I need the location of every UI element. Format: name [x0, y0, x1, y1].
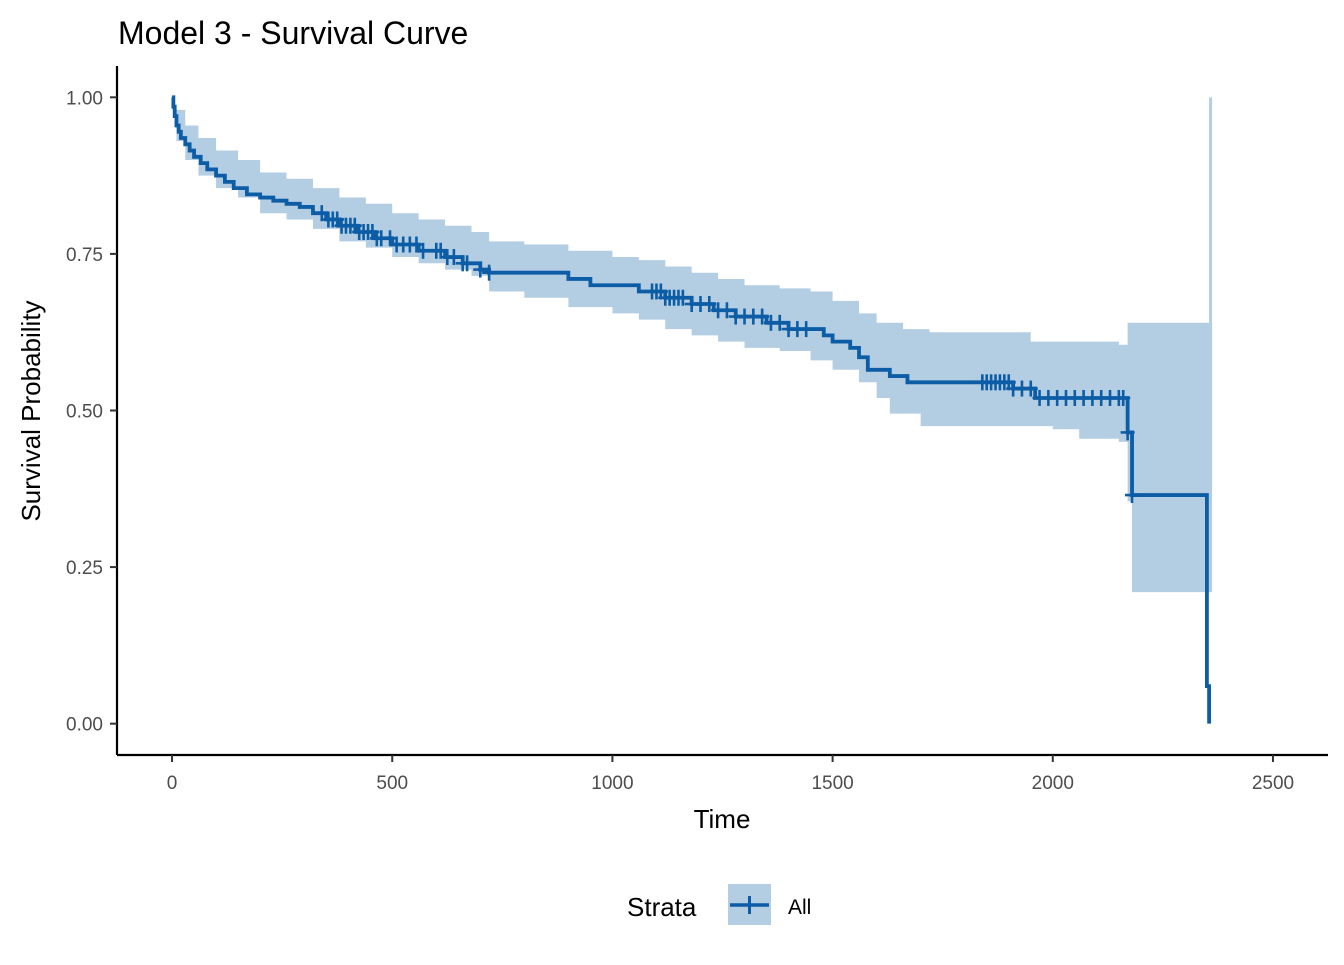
- censor-mark: [460, 255, 475, 272]
- x-tick-label: 2000: [1032, 773, 1074, 794]
- y-ticks: 0.00 0.25 0.50 0.75 1.00: [66, 88, 117, 736]
- censor-mark: [1116, 389, 1131, 406]
- y-tick-label: 1.00: [66, 88, 103, 109]
- legend-label-all: All: [788, 896, 811, 919]
- censor-mark: [772, 314, 787, 331]
- y-tick-label: 0.75: [66, 245, 103, 266]
- censor-mark: [1120, 424, 1135, 441]
- y-tick-label: 0.00: [66, 715, 103, 736]
- y-axis-title: Survival Probability: [16, 300, 46, 521]
- x-ticks: 0 500 1000 1500 2000 2500: [167, 755, 1294, 794]
- x-tick-label: 0: [167, 773, 178, 794]
- censor-mark: [446, 249, 461, 266]
- y-tick-label: 0.25: [66, 558, 103, 579]
- censor-mark: [482, 264, 497, 281]
- censor-mark: [719, 302, 734, 319]
- censor-mark: [702, 296, 717, 313]
- censor-mark: [416, 242, 431, 259]
- x-tick-label: 1500: [811, 773, 853, 794]
- censor-mark: [675, 289, 690, 306]
- legend: Strata All: [627, 884, 811, 925]
- censor-marks-layer: [314, 205, 1140, 504]
- y-tick-label: 0.50: [66, 402, 103, 423]
- censor-mark: [473, 261, 488, 278]
- censor-mark: [755, 308, 770, 325]
- confidence-ribbon-layer: [172, 97, 1213, 593]
- censor-mark: [799, 321, 814, 338]
- x-axis-title: Time: [694, 804, 751, 834]
- censor-mark: [1023, 380, 1038, 397]
- x-tick-label: 2500: [1252, 773, 1294, 794]
- chart-title: Model 3 - Survival Curve: [118, 15, 468, 51]
- x-tick-label: 1000: [591, 773, 633, 794]
- x-tick-label: 500: [376, 773, 408, 794]
- confidence-ribbon: [172, 97, 1213, 593]
- legend-title: Strata: [627, 892, 697, 922]
- censor-mark: [1125, 487, 1140, 504]
